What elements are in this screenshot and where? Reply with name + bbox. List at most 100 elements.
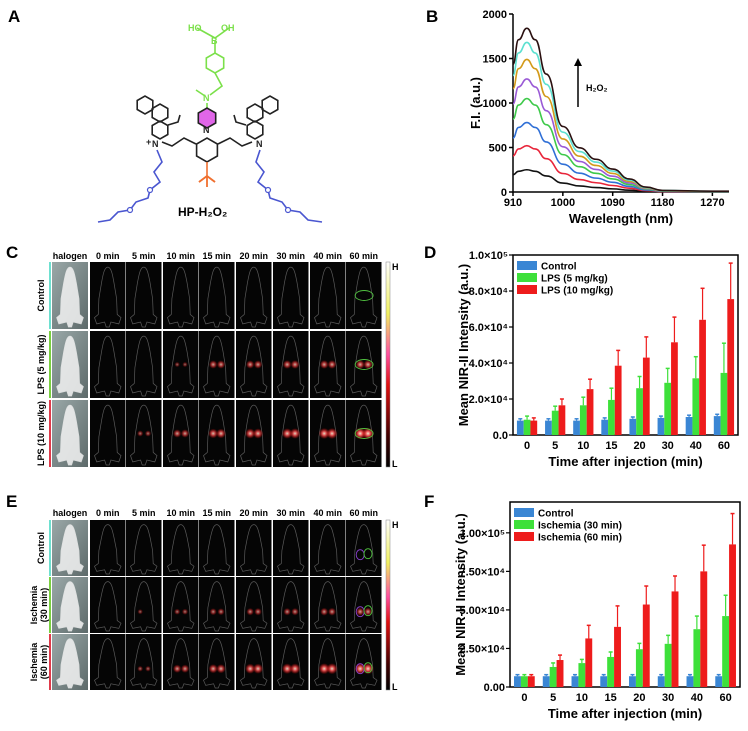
signal-spot <box>363 607 373 616</box>
panel-label-b: B <box>426 7 438 26</box>
bond <box>97 149 163 223</box>
bar-control <box>657 676 665 687</box>
legend-label: LPS (10 mg/kg) <box>541 286 613 297</box>
row-group-color-bar <box>49 577 51 633</box>
y-tick-label: 6.0×10⁴ <box>469 322 508 334</box>
bar-ischemia-30-min- <box>520 676 528 687</box>
signal-spot <box>209 360 218 369</box>
bar-control <box>629 418 637 435</box>
nir-frame <box>310 577 346 633</box>
mouse-outline <box>94 638 122 689</box>
mouse-outline <box>203 404 231 466</box>
bar-lps-5-mg-kg- <box>720 372 728 435</box>
signal-spot <box>318 663 330 675</box>
mouse-outline <box>56 638 84 689</box>
nir-frame <box>310 262 346 329</box>
y-axis-label: Mean NIR-II Intensity (a.u.) <box>453 513 468 676</box>
mouse-outline <box>130 335 158 397</box>
x-tick-label: 1090 <box>600 197 624 209</box>
legend-swatch <box>517 285 537 294</box>
mouse-outline <box>314 404 342 466</box>
ring <box>246 120 264 140</box>
legend-swatch <box>514 532 534 541</box>
legend-label: LPS (5 mg/kg) <box>541 274 608 285</box>
y-axis-label: Mean NIR-II Intensity (a.u.) <box>456 264 471 427</box>
bar-ischemia-30-min- <box>607 656 615 687</box>
mouse-outline <box>350 266 378 328</box>
bar-control <box>514 676 521 687</box>
mouse-outline <box>94 335 122 397</box>
row-label-line1: Ischemia <box>29 585 39 625</box>
ring <box>205 52 225 74</box>
mouse-outline <box>130 581 158 632</box>
mouse-outline <box>94 404 122 466</box>
signal-spot <box>216 360 226 369</box>
bar-lps-10-mg-kg- <box>530 420 538 435</box>
signal-spot <box>363 359 373 370</box>
mouse-outline <box>130 638 158 689</box>
spectrum-line-7 <box>512 27 730 192</box>
row-label: LPS (5 mg/kg) <box>36 334 46 394</box>
ring <box>136 95 154 115</box>
signal-spot <box>281 663 293 675</box>
signal-spot <box>291 607 299 616</box>
bar-control <box>542 676 550 687</box>
nir-frame <box>199 577 235 633</box>
nir-frame <box>126 634 162 690</box>
bar-lps-5-mg-kg- <box>608 399 615 435</box>
x-tick-label: 40 <box>691 692 703 704</box>
x-axis-label: Time after injection (min) <box>548 706 702 721</box>
mouse-outline <box>130 404 158 466</box>
bar-ischemia-30-min- <box>722 616 730 687</box>
atom-n-right: N <box>256 139 263 149</box>
nir-frame <box>199 262 235 329</box>
x-tick-label: 10 <box>576 692 588 704</box>
ring <box>195 137 219 163</box>
column-header: 10 min <box>166 251 195 261</box>
mouse-outline <box>203 581 231 632</box>
signal-spot <box>289 428 301 439</box>
nir-frame <box>273 262 309 329</box>
signal-spot <box>173 664 182 673</box>
bar-ischemia-30-min- <box>549 666 557 687</box>
oxygen-atom <box>146 186 154 194</box>
x-tick-label: 1000 <box>551 197 575 209</box>
chart-d: 0.0 2.0×10⁴ 4.0×10⁴ 6.0×10⁴ 8.0×10⁴ 1.0×10⁵ 0 5… <box>456 250 739 469</box>
mouse-outline <box>167 266 195 328</box>
row-label-line2: (60 min) <box>39 645 49 680</box>
signal-spot <box>290 360 300 369</box>
nir-frame <box>90 577 126 633</box>
bar-lps-10-mg-kg- <box>727 299 735 435</box>
panel-label-d: D <box>424 243 436 262</box>
x-tick-label: 15 <box>605 440 617 452</box>
bar-ischemia-30-min- <box>664 643 672 687</box>
y-tick-label: 1000 <box>483 98 507 110</box>
legend-swatch <box>517 273 537 282</box>
x-tick-label: 1270 <box>700 197 724 209</box>
nir-frame <box>163 634 199 690</box>
roi-outline <box>354 290 374 301</box>
nir-frame <box>273 634 309 690</box>
mouse-outline <box>167 638 195 689</box>
nir-frame <box>90 331 126 398</box>
mouse-outline <box>314 524 342 575</box>
legend-label: Ischemia (30 min) <box>538 521 622 532</box>
legend-label: Ischemia (60 min) <box>538 533 622 544</box>
mouse-outline <box>94 266 122 328</box>
signal-spot <box>289 663 301 675</box>
x-tick-label: 30 <box>662 440 674 452</box>
nir-frame <box>236 634 272 690</box>
x-tick-label: 20 <box>633 692 645 704</box>
column-header: 30 min <box>276 508 305 518</box>
bar-control <box>629 676 636 687</box>
mouse-outline <box>240 638 268 689</box>
signal-spot <box>326 663 338 675</box>
y-tick-label: 4.0×10⁴ <box>469 358 508 370</box>
bar-ischemia-30-min- <box>578 663 586 687</box>
column-header: 30 min <box>276 251 305 261</box>
signal-spot <box>217 608 225 616</box>
bar-lps-10-mg-kg- <box>586 389 594 435</box>
bar-ischemia-60-min- <box>729 544 736 687</box>
x-tick-label: 20 <box>633 440 645 452</box>
panel-label-f: F <box>424 492 434 511</box>
